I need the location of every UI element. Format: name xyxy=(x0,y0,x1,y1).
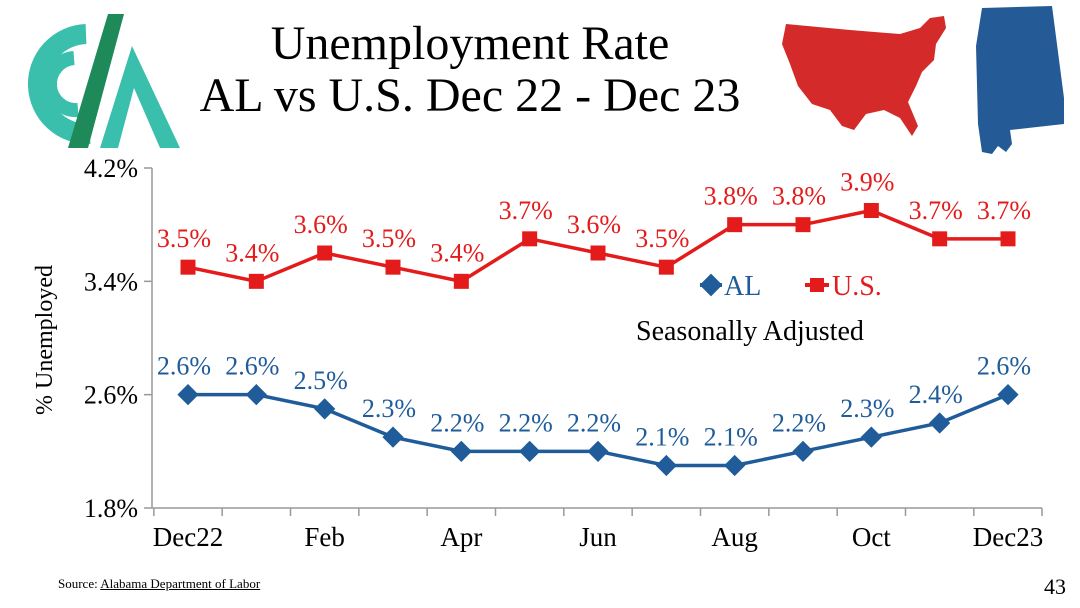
data-point xyxy=(180,259,196,275)
data-label: 2.1% xyxy=(635,423,689,452)
data-point xyxy=(863,203,879,218)
x-ticks: Dec22 Feb Apr Jun Aug Oct Dec23 xyxy=(153,508,1043,552)
slide-title: Unemployment Rate AL vs U.S. Dec 22 - De… xyxy=(160,18,780,122)
page-number: 43 xyxy=(1044,574,1066,599)
x-tick-label: Aug xyxy=(711,522,758,552)
legend: AL U.S. xyxy=(699,271,882,302)
data-label: 3.8% xyxy=(704,182,758,211)
data-label: 2.6% xyxy=(977,352,1031,381)
source-label: Source: xyxy=(58,576,101,591)
data-point xyxy=(450,440,472,462)
data-label: 2.3% xyxy=(840,394,894,423)
data-label: 2.6% xyxy=(157,352,211,381)
data-label: 3.7% xyxy=(977,196,1031,225)
data-point xyxy=(932,231,948,247)
data-point xyxy=(453,273,469,289)
data-label: 3.7% xyxy=(909,196,963,225)
data-label: 3.6% xyxy=(567,210,621,239)
data-label: 2.1% xyxy=(704,423,758,452)
y-tick-label: 1.8% xyxy=(84,494,138,523)
legend-us-marker xyxy=(810,278,824,292)
source-note: Source: Alabama Department of Labor xyxy=(58,576,260,592)
data-point xyxy=(724,454,746,477)
alabama-map-icon xyxy=(976,6,1064,154)
y-ticks: 1.8% 2.6% 3.4% 4.2% xyxy=(84,154,152,523)
data-label: 3.9% xyxy=(840,168,894,197)
data-point xyxy=(727,217,743,233)
data-point xyxy=(1000,231,1016,247)
data-point xyxy=(314,398,336,420)
logo-icon xyxy=(27,14,180,148)
x-tick-label: Apr xyxy=(440,522,482,552)
data-label: 3.7% xyxy=(499,196,553,225)
data-label: 2.3% xyxy=(362,394,416,423)
data-point xyxy=(587,440,609,462)
data-point xyxy=(519,440,541,462)
data-point xyxy=(590,245,606,261)
data-point xyxy=(177,384,199,406)
data-point xyxy=(795,217,811,233)
source-link[interactable]: Alabama Department of Labor xyxy=(100,576,261,591)
unemployment-chart: % Unemployed 1.8% 2.6% 3.4% 4.2% Dec22 Feb Ap… xyxy=(32,154,1043,552)
x-tick-label: Dec22 xyxy=(153,522,223,552)
data-label: 3.4% xyxy=(430,238,484,267)
data-point xyxy=(655,454,677,477)
data-point xyxy=(658,259,674,275)
data-point xyxy=(860,426,882,448)
data-label: 2.2% xyxy=(772,408,826,437)
data-label: 3.8% xyxy=(772,182,826,211)
data-point xyxy=(522,231,538,247)
x-tick-label: Feb xyxy=(304,522,345,552)
data-label: 2.5% xyxy=(294,366,348,395)
x-tick-label: Oct xyxy=(852,522,891,552)
series-layer: 2.6% 2.6% 2.5% 2.3% 2.2% 2.2% 2.2% 2.1% 2.1% 2.2%… xyxy=(157,168,1031,477)
y-tick-label: 4.2% xyxy=(84,154,138,183)
data-label: 2.6% xyxy=(225,352,279,381)
x-tick-label: Jun xyxy=(579,522,617,552)
series-al: 2.6% 2.6% 2.5% 2.3% 2.2% 2.2% 2.2% 2.1% 2.1% 2.2%… xyxy=(157,352,1031,477)
data-point xyxy=(997,384,1019,406)
x-tick-label: Dec23 xyxy=(973,522,1043,552)
data-label: 3.5% xyxy=(157,224,211,253)
data-label: 3.5% xyxy=(362,224,416,253)
y-tick-label: 3.4% xyxy=(84,267,138,296)
data-point xyxy=(245,384,267,406)
data-point xyxy=(382,426,404,448)
seasonally-adjusted-note: Seasonally Adjusted xyxy=(636,316,864,347)
data-label: 3.5% xyxy=(635,224,689,253)
data-label: 2.2% xyxy=(499,408,553,437)
data-label: 2.2% xyxy=(567,408,621,437)
us-map-icon xyxy=(782,16,946,136)
legend-al-marker xyxy=(699,273,723,297)
legend-us-label: U.S. xyxy=(832,271,882,302)
data-point xyxy=(792,440,814,462)
data-point xyxy=(248,273,264,289)
data-point xyxy=(929,412,951,434)
y-axis-label: % Unemployed xyxy=(32,265,58,415)
data-label: 3.4% xyxy=(225,238,279,267)
data-point xyxy=(385,259,401,275)
data-label: 3.6% xyxy=(294,210,348,239)
title-line-1: Unemployment Rate xyxy=(270,17,670,70)
data-label: 2.4% xyxy=(909,380,963,409)
data-label: 2.2% xyxy=(430,408,484,437)
y-tick-label: 2.6% xyxy=(84,381,138,410)
title-line-2: AL vs U.S. Dec 22 - Dec 23 xyxy=(199,69,741,122)
legend-al-label: AL xyxy=(724,271,761,302)
series-us: 3.5% 3.4% 3.6% 3.5% 3.4% 3.7% 3.6% 3.5% 3.8% 3.8%… xyxy=(157,168,1031,289)
data-point xyxy=(317,245,333,261)
